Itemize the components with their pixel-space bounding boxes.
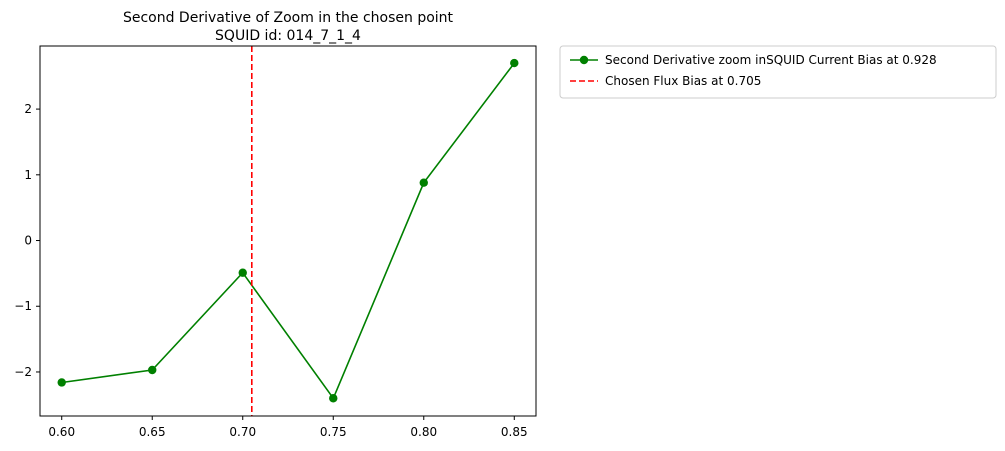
data-point: [419, 178, 428, 187]
y-tick-label: −1: [14, 299, 32, 313]
y-tick-label: 2: [24, 102, 32, 116]
data-point: [238, 268, 247, 277]
legend-box: [559, 45, 997, 99]
x-tick-label: 0.60: [48, 425, 75, 439]
y-tick-label: −2: [14, 365, 32, 379]
series-line: [61, 62, 515, 400]
plot-frame: [39, 45, 537, 417]
axes: 0.60 0.65 0.70 0.75 0.80 0.85 −2 −1 0 1 2: [14, 45, 537, 439]
legend-marker: [579, 55, 589, 65]
data-point: [148, 365, 157, 375]
x-tick-label: 0.80: [410, 425, 437, 439]
x-tick-label: 0.70: [229, 425, 256, 439]
chart-subtitle: SQUID id: 014_7_1_4: [215, 28, 361, 44]
x-tick-label: 0.65: [139, 425, 166, 439]
chart-title: Second Derivative of Zoom in the chosen …: [123, 10, 454, 26]
data-point: [57, 378, 66, 387]
x-tick-label: 0.75: [320, 425, 347, 439]
data-point: [510, 58, 519, 68]
plot-area: [57, 46, 519, 416]
legend: Second Derivative zoom inSQUID Current B…: [559, 45, 997, 99]
y-tick-label: 0: [24, 234, 32, 248]
data-point: [329, 394, 338, 403]
x-tick-label: 0.85: [501, 425, 528, 439]
y-tick-label: 1: [24, 168, 32, 182]
legend-label: Second Derivative zoom inSQUID Current B…: [605, 53, 937, 67]
legend-label: Chosen Flux Bias at 0.705: [605, 74, 761, 88]
